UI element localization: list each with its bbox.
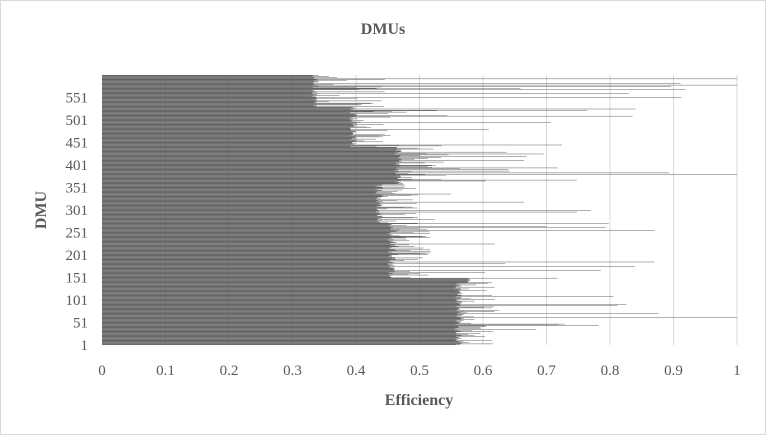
chart-title: DMUs bbox=[361, 21, 405, 38]
x-tick-label: 0.2 bbox=[220, 363, 239, 379]
y-tick-label: 201 bbox=[66, 248, 89, 264]
y-tick-label: 51 bbox=[73, 316, 88, 332]
y-tick-label: 151 bbox=[66, 271, 89, 287]
y-tick-label: 501 bbox=[66, 113, 89, 129]
bar-series bbox=[102, 75, 737, 346]
x-tick-label: 0.4 bbox=[347, 363, 366, 379]
y-tick-label: 451 bbox=[66, 136, 89, 152]
y-tick-label: 551 bbox=[66, 91, 89, 107]
y-tick-label: 251 bbox=[66, 226, 89, 242]
x-tick-label: 0.8 bbox=[601, 363, 620, 379]
x-axis-title: Efficiency bbox=[385, 392, 453, 409]
x-tick-label: 0.1 bbox=[156, 363, 175, 379]
y-tick-label: 401 bbox=[66, 158, 89, 174]
x-tick-label: 0 bbox=[98, 363, 106, 379]
x-tick-label: 0.7 bbox=[537, 363, 556, 379]
y-axis-title: DMU bbox=[33, 190, 50, 229]
y-tick-label: 351 bbox=[66, 181, 89, 197]
x-tick-label: 0.6 bbox=[474, 363, 493, 379]
y-tick-label: 301 bbox=[66, 203, 89, 219]
x-tick-label: 0.3 bbox=[283, 363, 302, 379]
y-tick-label: 1 bbox=[81, 338, 89, 354]
y-tick-label: 101 bbox=[66, 293, 89, 309]
x-tick-label: 0.5 bbox=[410, 363, 429, 379]
x-tick-label: 0.9 bbox=[664, 363, 683, 379]
x-tick-label: 1 bbox=[733, 363, 741, 379]
x-axis-ticks: 0 0.1 0.2 0.3 0.4 0.5 0.6 0.7 0.8 0.9 1 bbox=[98, 363, 741, 379]
